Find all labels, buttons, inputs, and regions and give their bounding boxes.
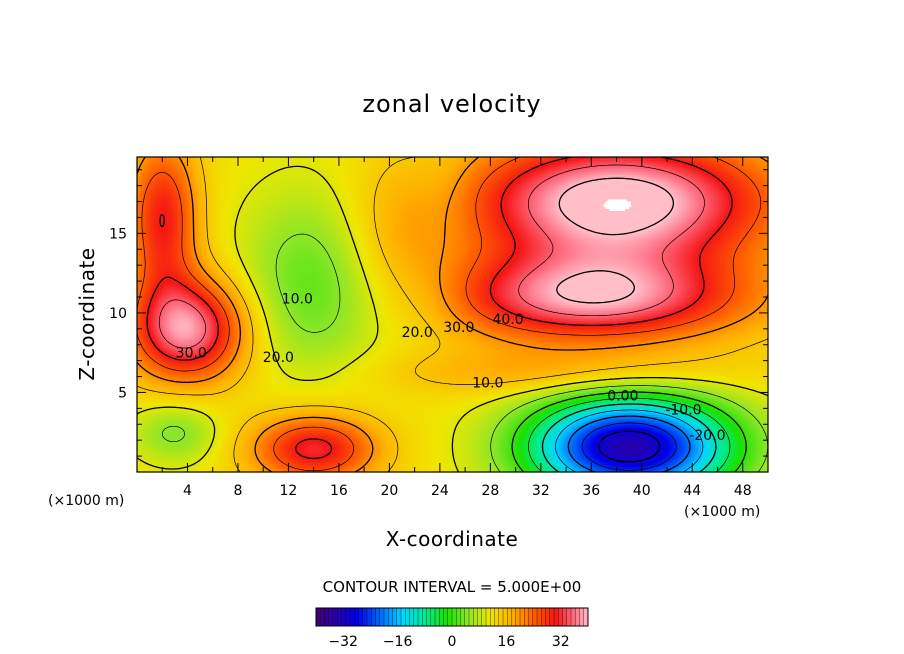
- plot-area: 30.0 20.010.020.0 30.0 40.010.00.00-10.0-20…: [137, 157, 770, 474]
- chart-figure: zonal velocity 30.0 20.010.020.0 30.0 40.01…: [0, 0, 904, 654]
- chart-title: zonal velocity: [362, 90, 541, 118]
